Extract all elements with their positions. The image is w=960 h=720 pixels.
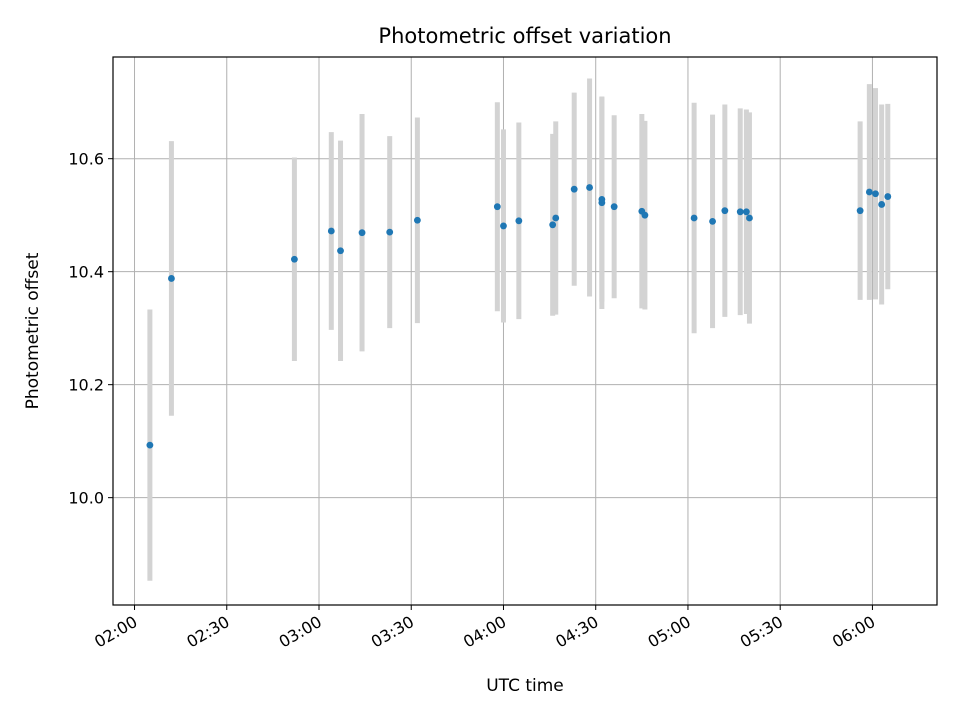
data-point — [641, 211, 649, 219]
data-point — [865, 188, 873, 196]
x-tick-label: 04:30 — [552, 612, 601, 652]
x-tick-label: 04:00 — [460, 612, 509, 652]
data-point — [327, 227, 335, 235]
data-point — [872, 190, 879, 198]
y-tick-label: 10.0 — [68, 489, 104, 508]
data-point — [549, 221, 557, 229]
data-point — [386, 228, 394, 236]
data-point — [413, 216, 421, 224]
x-tick-label: 03:30 — [368, 612, 417, 652]
data-point — [884, 193, 892, 200]
y-tick-label: 10.2 — [68, 376, 104, 395]
x-tick-label: 06:00 — [829, 612, 878, 652]
data-point — [742, 208, 750, 216]
axis-ticks: 02:00 02:30 03:00 03:30 04:00 04:30 05:00 05:30… — [68, 150, 878, 652]
data-point — [337, 247, 344, 255]
data-point — [856, 207, 864, 215]
data-point — [493, 203, 501, 211]
x-tick-label: 02:30 — [183, 612, 232, 652]
plot-frame — [112, 56, 938, 606]
data-point — [709, 218, 716, 225]
x-tick-label: 02:00 — [91, 612, 140, 652]
data-point — [736, 208, 744, 216]
data-point — [610, 203, 618, 211]
data-point — [570, 185, 578, 193]
data-point — [291, 255, 298, 263]
data-points — [146, 184, 892, 449]
data-point — [358, 229, 366, 237]
data-point — [586, 184, 593, 191]
x-tick-label: 05:00 — [645, 612, 694, 652]
data-point — [598, 195, 606, 203]
data-point — [721, 207, 729, 215]
x-tick-label: 03:00 — [276, 612, 325, 652]
chart-title: Photometric offset variation — [378, 24, 671, 48]
data-point — [552, 214, 560, 222]
data-point — [500, 222, 507, 230]
data-point — [515, 217, 523, 225]
data-point — [146, 441, 154, 449]
error-bars — [147, 78, 891, 581]
y-axis-title: Photometric offset — [23, 252, 43, 409]
x-tick-label: 05:30 — [737, 612, 786, 652]
y-tick-label: 10.6 — [68, 150, 104, 169]
data-point — [690, 214, 698, 222]
x-axis-title: UTC time — [486, 676, 564, 696]
y-tick-label: 10.4 — [68, 263, 104, 282]
data-point — [746, 214, 753, 222]
data-point — [878, 201, 886, 208]
data-point — [168, 275, 175, 282]
grid — [113, 57, 937, 605]
